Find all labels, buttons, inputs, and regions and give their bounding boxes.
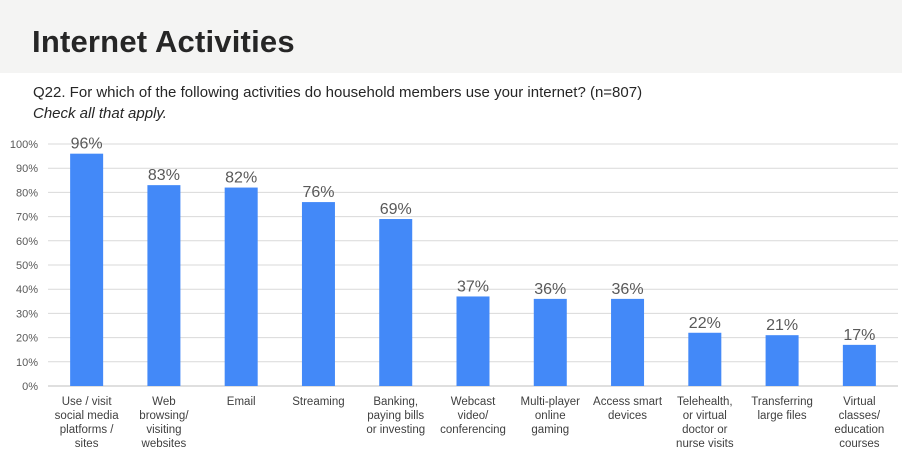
category-label: Use / visit social media platforms / sites xyxy=(55,396,120,450)
y-tick-label: 100% xyxy=(10,139,38,151)
category-label: Streaming xyxy=(292,396,344,408)
header-band xyxy=(0,0,902,73)
y-tick-label: 40% xyxy=(16,284,38,296)
bar xyxy=(147,185,181,386)
category-label: Access smart devices xyxy=(593,396,663,422)
data-label: 36% xyxy=(612,281,644,298)
y-tick-label: 60% xyxy=(16,236,38,248)
y-tick-label: 0% xyxy=(22,381,38,393)
bar xyxy=(688,332,722,386)
data-label: 76% xyxy=(302,184,334,201)
y-tick-label: 70% xyxy=(16,212,38,224)
bar xyxy=(765,335,799,386)
y-tick-label: 20% xyxy=(16,333,38,345)
bar xyxy=(533,298,567,386)
y-tick-label: 30% xyxy=(16,308,38,320)
survey-instruction: Check all that apply. xyxy=(33,105,167,122)
category-label: Webcast video/conferencing xyxy=(440,396,506,436)
data-label: 21% xyxy=(766,317,798,334)
data-label: 37% xyxy=(457,278,489,295)
data-label: 36% xyxy=(534,281,566,298)
bar xyxy=(224,187,258,386)
y-tick-label: 50% xyxy=(16,260,38,272)
bar xyxy=(70,153,104,386)
page-title: Internet Activities xyxy=(32,24,295,59)
category-label: Virtual classes/education courses xyxy=(834,396,884,450)
survey-question: Q22. For which of the following activiti… xyxy=(33,84,643,101)
bar xyxy=(301,202,335,386)
data-label: 69% xyxy=(380,201,412,218)
data-label: 22% xyxy=(689,315,721,332)
y-tick-label: 80% xyxy=(16,187,38,199)
category-label: Telehealth, or virtual doctor or nurse visi… xyxy=(676,396,734,450)
data-label: 83% xyxy=(148,167,180,184)
bar xyxy=(611,298,645,386)
data-label: 96% xyxy=(71,136,103,153)
category-label: Banking, paying bills or investing xyxy=(366,396,425,436)
bar xyxy=(456,296,490,386)
data-label: 17% xyxy=(843,327,875,344)
data-label: 82% xyxy=(225,170,257,187)
y-tick-label: 10% xyxy=(16,357,38,369)
category-label: Transferring large files xyxy=(751,396,813,422)
y-tick-label: 90% xyxy=(16,163,38,175)
bar xyxy=(379,219,413,386)
category-label: Multi-player online gaming xyxy=(521,396,581,436)
bar xyxy=(842,344,876,386)
category-label: Email xyxy=(227,396,256,408)
category-label: Web browsing/visiting websites xyxy=(139,396,189,450)
